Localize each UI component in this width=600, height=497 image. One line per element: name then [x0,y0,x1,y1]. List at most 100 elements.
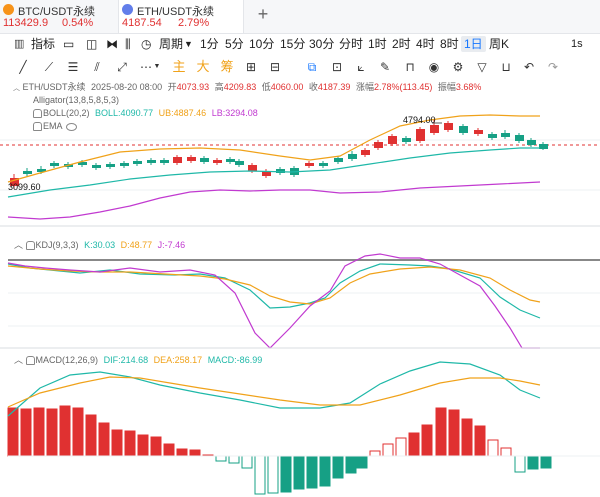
macd-bar [540,455,552,469]
tab-btc[interactable]: BTC/USDT永续 113429.9 0.54% [0,0,118,33]
macd-bar [163,443,175,457]
compare-icon[interactable]: ◫ [86,37,98,51]
macd-label[interactable]: MACD(12,26,9) [35,355,99,365]
channel-tool-icon[interactable]: ⫽ [94,60,100,74]
tab-bar: BTC/USDT永续 113429.9 0.54% ETH/USDT永续 418… [0,0,600,34]
boll-lower-line [7,181,541,220]
undo-icon[interactable]: ↶ [523,60,535,74]
clock-icon[interactable]: ◷ [141,37,152,51]
indicator-icon[interactable]: ▥ [14,38,25,50]
add-tab-icon[interactable]: + [257,4,269,24]
polyline-tool-icon[interactable]: ⟋ [44,60,54,74]
more-tools-chevron-icon[interactable]: ▼ [153,63,161,70]
candle-body [78,162,87,165]
horizontal-line-icon[interactable]: ☰ [67,60,79,74]
period-chevron-icon[interactable]: ▼ [184,39,193,49]
filter-icon[interactable]: ▽ [477,60,487,74]
kdj-grid [8,292,600,327]
bell-icon[interactable] [33,122,42,132]
ruler-icon[interactable]: ⟀ [357,60,365,74]
macd-bar [137,434,149,457]
macd-bar [527,455,539,470]
candle-body [37,169,46,172]
macd-bar [500,447,512,457]
copy-icon[interactable]: ⧉ [307,60,317,74]
interval-1d[interactable]: 1日 [461,36,486,52]
chevron-icon[interactable]: ︿ [14,355,24,365]
right-label[interactable]: 1s [571,38,583,50]
line-tool-icon[interactable]: ╱ [19,60,27,74]
interval-1h[interactable]: 1时 [368,37,387,51]
interval-4h[interactable]: 4时 [416,37,435,51]
trash-icon[interactable]: ⊔ [501,60,511,74]
alligator-label[interactable]: Alligator(13,8,5,8,5,3) [33,95,120,105]
big-order-button[interactable]: 大 [196,59,210,74]
drawing-toolbar: ╱ ⟋ ☰ ⫽ ⤢ ⋯ ▼ 主 大 筹 ⊞ ⊟ ⧉ ⊡ ⟀ ✎ ⊓ ◉ ⚙ ▽ … [0,56,600,78]
candle-body [374,142,383,148]
candle-body [515,135,524,141]
period-button[interactable]: 周期 [159,37,184,51]
settings-icon[interactable]: ⚙ [452,60,464,74]
macd-bar [487,439,499,457]
interval-10m[interactable]: 10分 [249,37,275,51]
bell-icon[interactable] [25,241,35,251]
more-tools-icon[interactable]: ⋯ [140,60,152,74]
macd-bar [293,455,305,490]
kdj-k-line [7,263,541,319]
bar-style-icon[interactable]: ⫼ [125,37,131,51]
interval-8h[interactable]: 8时 [440,37,459,51]
collapse-icon[interactable]: ⧓ [106,37,118,51]
tab-btc-price: 113429.9 [3,17,49,29]
tab-eth[interactable]: ETH/USDT永续 4187.54 2.79% [118,0,244,33]
kdj-label[interactable]: KDJ(9,3,3) [35,240,79,250]
bell-icon[interactable] [25,356,35,366]
boll-lb-value: LB:3294.08 [211,108,258,118]
interval-timeshare[interactable]: 分时 [339,37,364,51]
macd-bar [461,418,473,457]
interval-30m[interactable]: 30分 [309,37,335,51]
kdj-k-value: K:30.03 [84,240,116,250]
kdj-d-value: D:48.77 [120,240,153,250]
boll-label[interactable]: BOLL(20,2) [43,108,90,118]
tab-eth-price: 4187.54 [122,17,162,29]
interval-5m[interactable]: 5分 [225,37,244,51]
interval-2h[interactable]: 2时 [392,37,411,51]
macd-bar [421,424,433,457]
chart-canvas[interactable]: 4794.00 3099.60 [0,78,600,497]
candle-body [262,171,271,176]
brush-icon[interactable]: ✎ [379,60,391,74]
macd-bar [189,449,201,457]
candle-body [319,163,328,166]
interval-week[interactable]: 周K [489,37,510,51]
interval-15m[interactable]: 15分 [280,37,306,51]
macd-bar [176,448,188,457]
bell-icon[interactable] [33,109,42,119]
redo-icon[interactable]: ↷ [547,60,559,74]
chevron-icon[interactable]: ︿ [14,240,24,250]
template-icon[interactable]: ▭ [63,37,75,51]
collapse-chevron-icon[interactable]: ︿ [13,85,20,92]
macd-bar [448,409,460,457]
ema-label[interactable]: EMA [43,121,63,131]
macd-bar [254,455,266,495]
chip-button[interactable]: 筹 [220,59,234,74]
macd-bar [150,436,162,457]
amp-label: 振幅 [437,82,456,92]
interval-1m[interactable]: 1分 [200,37,219,51]
candle-body [200,158,209,162]
toolbar: ▥ 指标 ▭ ◫ ⧓ ⫼ ◷ 周期 ▼ 1分 5分 10分 15分 30分 分时… [0,33,600,55]
main-chart-button[interactable]: 主 [172,59,186,74]
fibonacci-icon[interactable]: ⊞ [245,60,257,74]
low-mark-label: 3099.60 [8,182,41,192]
candle-body [248,165,257,171]
eye-hidden-icon[interactable] [65,122,77,131]
candle-body [444,123,453,130]
lock-icon[interactable]: ⊓ [405,60,415,74]
ray-tool-icon[interactable]: ⤢ [117,60,127,74]
candle-body [488,134,497,138]
magnet-icon[interactable]: ⊡ [331,60,343,74]
eye-tool-icon[interactable]: ◉ [428,60,440,74]
macd-dif-value: DIF:214.68 [103,355,149,365]
grid-tool-icon[interactable]: ⊟ [269,60,281,74]
indicator-button[interactable]: 指标 [31,37,56,51]
